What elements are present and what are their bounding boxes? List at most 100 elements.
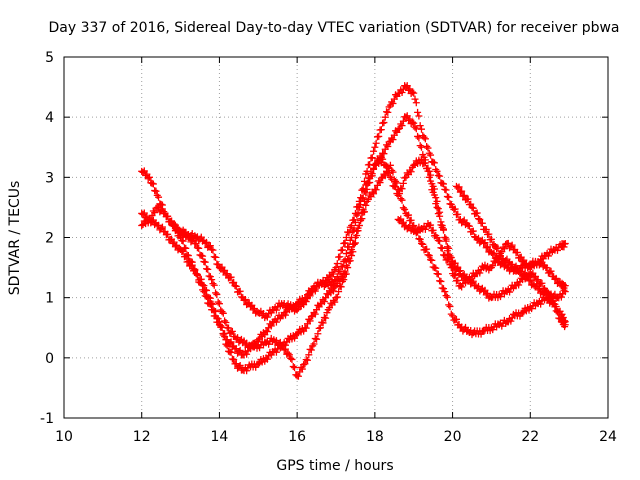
data-point-interp bbox=[544, 252, 552, 260]
data-point bbox=[460, 191, 468, 199]
data-point-interp bbox=[210, 281, 218, 289]
data-point-interp bbox=[298, 365, 306, 373]
data-point-interp bbox=[416, 122, 424, 130]
data-point-interp bbox=[430, 159, 438, 167]
data-point-interp bbox=[485, 230, 493, 238]
data-point-interp bbox=[354, 210, 362, 218]
data-point-interp bbox=[560, 286, 568, 294]
data-point bbox=[441, 288, 449, 296]
data-point bbox=[468, 203, 476, 211]
data-point bbox=[410, 119, 418, 127]
data-point-interp bbox=[414, 108, 422, 116]
data-point-interp bbox=[551, 300, 559, 308]
data-point-interp bbox=[164, 212, 172, 220]
data-point-interp bbox=[393, 179, 401, 187]
data-point-interp bbox=[232, 282, 240, 290]
data-point-interp bbox=[389, 136, 397, 144]
data-point-interp bbox=[537, 300, 545, 308]
data-point-interp bbox=[337, 283, 345, 291]
data-point-interp bbox=[164, 230, 172, 238]
data-point-interp bbox=[429, 226, 437, 234]
data-point-interp bbox=[230, 278, 238, 286]
data-point-interp bbox=[288, 355, 296, 363]
data-point bbox=[348, 252, 356, 260]
data-point-interp bbox=[467, 276, 475, 284]
data-point-interp bbox=[224, 324, 232, 332]
data-point-interp bbox=[440, 180, 448, 188]
data-point-interp bbox=[218, 308, 226, 316]
data-point-interp bbox=[421, 135, 429, 143]
data-point-interp bbox=[469, 204, 477, 212]
data-point-interp bbox=[381, 172, 389, 180]
data-point-interp bbox=[436, 208, 444, 216]
data-point-interp bbox=[437, 218, 445, 226]
data-point bbox=[417, 143, 425, 151]
data-point-interp bbox=[399, 179, 407, 187]
data-point-interp bbox=[206, 294, 214, 302]
data-point-interp bbox=[219, 309, 227, 317]
data-point-interp bbox=[405, 211, 413, 219]
data-point bbox=[522, 273, 530, 281]
data-point bbox=[301, 360, 309, 368]
y-tick-label: 4 bbox=[45, 110, 54, 126]
x-tick-label: 16 bbox=[288, 429, 306, 445]
series-track-4 bbox=[169, 161, 569, 380]
data-point-interp bbox=[197, 275, 205, 283]
data-point-interp bbox=[526, 276, 534, 284]
data-point-interp bbox=[305, 351, 313, 359]
data-point-interp bbox=[478, 219, 486, 227]
data-point-interp bbox=[314, 330, 322, 338]
data-point-interp bbox=[496, 249, 504, 257]
data-point bbox=[441, 234, 449, 241]
data-point-interp bbox=[513, 248, 521, 256]
chart-title: Day 337 of 2016, Sidereal Day-to-day VTE… bbox=[48, 20, 619, 36]
data-point-interp bbox=[306, 317, 314, 325]
data-point-interp bbox=[525, 277, 533, 285]
data-point-interp bbox=[442, 186, 450, 194]
data-point-interp bbox=[331, 283, 339, 291]
data-point-interp bbox=[438, 221, 446, 229]
data-point-interp bbox=[401, 205, 409, 213]
data-point-interp bbox=[551, 275, 559, 283]
data-point-interp bbox=[494, 244, 502, 252]
data-point-interp bbox=[344, 264, 352, 272]
data-point-interp bbox=[427, 151, 435, 159]
data-point bbox=[278, 342, 286, 350]
data-point-interp bbox=[243, 350, 251, 358]
data-point-interp bbox=[333, 293, 341, 301]
data-point bbox=[363, 167, 371, 175]
data-point-interp bbox=[212, 289, 220, 297]
data-point bbox=[138, 221, 146, 229]
data-point-interp bbox=[149, 180, 157, 188]
data-point-interp bbox=[213, 290, 221, 298]
data-point-interp bbox=[436, 172, 444, 180]
data-point-interp bbox=[432, 264, 440, 272]
series-layer bbox=[138, 82, 569, 380]
data-point-interp bbox=[380, 119, 388, 127]
x-axis-label: GPS time / hours bbox=[276, 458, 393, 474]
data-point-interp bbox=[202, 286, 210, 294]
data-point bbox=[433, 234, 441, 241]
x-tick-label: 20 bbox=[444, 429, 462, 445]
data-point bbox=[285, 351, 293, 359]
data-point-interp bbox=[434, 270, 442, 278]
data-point-interp bbox=[212, 308, 220, 316]
data-point-interp bbox=[451, 259, 459, 267]
data-point-interp bbox=[307, 313, 315, 321]
data-point-interp bbox=[445, 301, 453, 309]
data-point-interp bbox=[399, 117, 407, 125]
data-point-interp bbox=[182, 252, 190, 260]
data-point-interp bbox=[508, 241, 516, 249]
series-track-6 bbox=[394, 215, 464, 275]
data-point-interp bbox=[515, 281, 523, 289]
data-point-interp bbox=[227, 273, 235, 281]
data-point-interp bbox=[151, 209, 159, 217]
data-point-interp bbox=[342, 270, 350, 278]
data-point-interp bbox=[287, 354, 295, 362]
data-point-interp bbox=[222, 319, 230, 327]
data-point-interp bbox=[279, 341, 287, 349]
data-point bbox=[410, 161, 418, 169]
data-point-interp bbox=[331, 298, 339, 306]
data-point-interp bbox=[152, 187, 160, 195]
